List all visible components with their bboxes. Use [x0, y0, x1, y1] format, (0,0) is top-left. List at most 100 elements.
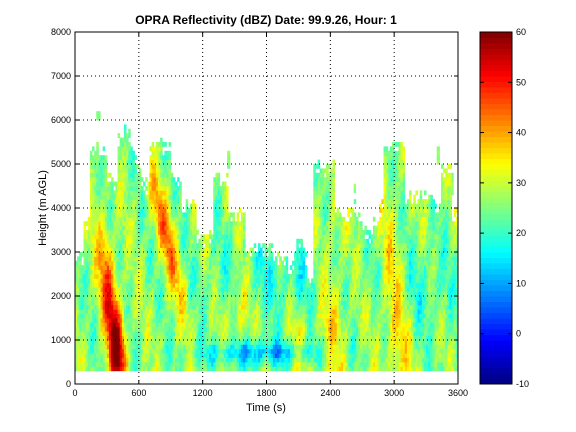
- heatmap-cell: [179, 208, 182, 213]
- heatmap-cell: [240, 313, 244, 319]
- heatmap-cell: [185, 326, 189, 332]
- heatmap-cell: [298, 282, 301, 288]
- heatmap-cell: [315, 221, 318, 226]
- heatmap-cell: [232, 326, 235, 332]
- heatmap-cell: [155, 287, 159, 292]
- heatmap-cell: [170, 190, 174, 196]
- heatmap-cell: [260, 318, 263, 323]
- heatmap-cell: [96, 225, 99, 231]
- heatmap-cell: [130, 150, 133, 156]
- heatmap-cell: [147, 326, 150, 332]
- heatmap-cell: [140, 225, 144, 231]
- heatmap-cell: [145, 177, 148, 182]
- heatmap-cell: [336, 304, 340, 310]
- heatmap-cell: [98, 309, 101, 314]
- heatmap-cell: [338, 221, 342, 226]
- heatmap-cell: [243, 366, 246, 372]
- heatmap-cell: [187, 300, 191, 306]
- heatmap-cell: [253, 260, 257, 266]
- heatmap-cell: [326, 181, 329, 187]
- heatmap-cell: [349, 318, 353, 323]
- heatmap-cell: [75, 344, 78, 350]
- heatmap-cell: [164, 300, 167, 306]
- heatmap-cell: [187, 252, 191, 257]
- heatmap-cell: [300, 256, 304, 262]
- heatmap-cell: [136, 269, 140, 275]
- heatmap-cell: [126, 181, 129, 187]
- heatmap-cell: [289, 318, 293, 323]
- heatmap-cell: [309, 322, 312, 328]
- heatmap-cell: [219, 190, 223, 196]
- heatmap-cell: [145, 225, 148, 231]
- heatmap-cell: [294, 362, 297, 367]
- heatmap-cell: [160, 142, 163, 147]
- heatmap-cell: [351, 340, 355, 345]
- heatmap-cell: [134, 331, 138, 336]
- heatmap-cell: [234, 221, 238, 226]
- heatmap-cell: [98, 318, 101, 323]
- heatmap-cell: [121, 309, 125, 314]
- heatmap-cell: [234, 243, 238, 248]
- heatmap-cell: [160, 212, 163, 218]
- heatmap-cell: [236, 322, 240, 328]
- heatmap-cell: [134, 353, 138, 358]
- heatmap-cell: [349, 274, 353, 279]
- heatmap-cell: [230, 274, 233, 279]
- heatmap-cell: [187, 225, 191, 231]
- heatmap-cell: [155, 208, 159, 213]
- heatmap-cell: [279, 318, 282, 323]
- heatmap-cell: [128, 168, 131, 174]
- heatmap-cell: [162, 296, 165, 301]
- heatmap-cell: [164, 142, 167, 147]
- heatmap-cell: [200, 296, 204, 301]
- heatmap-cell: [166, 309, 170, 314]
- heatmap-cell: [87, 269, 91, 275]
- heatmap-cell: [328, 247, 331, 253]
- heatmap-cell: [279, 362, 282, 367]
- heatmap-cell: [217, 291, 221, 297]
- heatmap-cell: [162, 238, 165, 244]
- heatmap-cell: [170, 348, 174, 354]
- heatmap-cell: [87, 282, 91, 288]
- heatmap-cell: [145, 243, 148, 248]
- heatmap-cell: [77, 326, 80, 332]
- heatmap-cell: [89, 331, 93, 336]
- heatmap-cell: [326, 274, 329, 279]
- heatmap-cell: [283, 353, 287, 358]
- heatmap-cell: [168, 309, 172, 314]
- heatmap-cell: [240, 357, 244, 363]
- heatmap-cell: [296, 366, 299, 372]
- heatmap-cell: [221, 344, 225, 350]
- heatmap-cell: [128, 159, 131, 165]
- heatmap-cell: [204, 274, 208, 279]
- heatmap-cell: [149, 260, 152, 266]
- heatmap-cell: [277, 340, 280, 345]
- heatmap-cell: [336, 212, 340, 218]
- heatmap-cell: [102, 172, 106, 178]
- heatmap-cell: [106, 181, 110, 187]
- heatmap-cell: [228, 256, 231, 262]
- heatmap-cell: [330, 243, 333, 248]
- heatmap-cell: [102, 252, 106, 257]
- heatmap-cell: [172, 212, 176, 218]
- heatmap-cell: [104, 194, 108, 200]
- heatmap-cell: [279, 287, 282, 292]
- heatmap-cell: [115, 190, 118, 196]
- heatmap-cell: [96, 150, 99, 156]
- heatmap-cell: [153, 296, 157, 301]
- heatmap-cell: [96, 234, 99, 240]
- heatmap-cell: [98, 212, 101, 218]
- heatmap-cell: [206, 291, 210, 297]
- heatmap-cell: [98, 234, 101, 240]
- heatmap-cell: [136, 256, 140, 262]
- heatmap-cell: [147, 265, 150, 270]
- heatmap-cell: [251, 309, 255, 314]
- heatmap-cell: [209, 278, 212, 284]
- heatmap-cell: [200, 322, 204, 328]
- heatmap-cell: [149, 287, 152, 292]
- heatmap-cell: [113, 243, 116, 248]
- heatmap-cell: [304, 331, 308, 336]
- heatmap-cell: [100, 168, 104, 174]
- heatmap-cell: [323, 221, 327, 226]
- heatmap-cell: [94, 225, 97, 231]
